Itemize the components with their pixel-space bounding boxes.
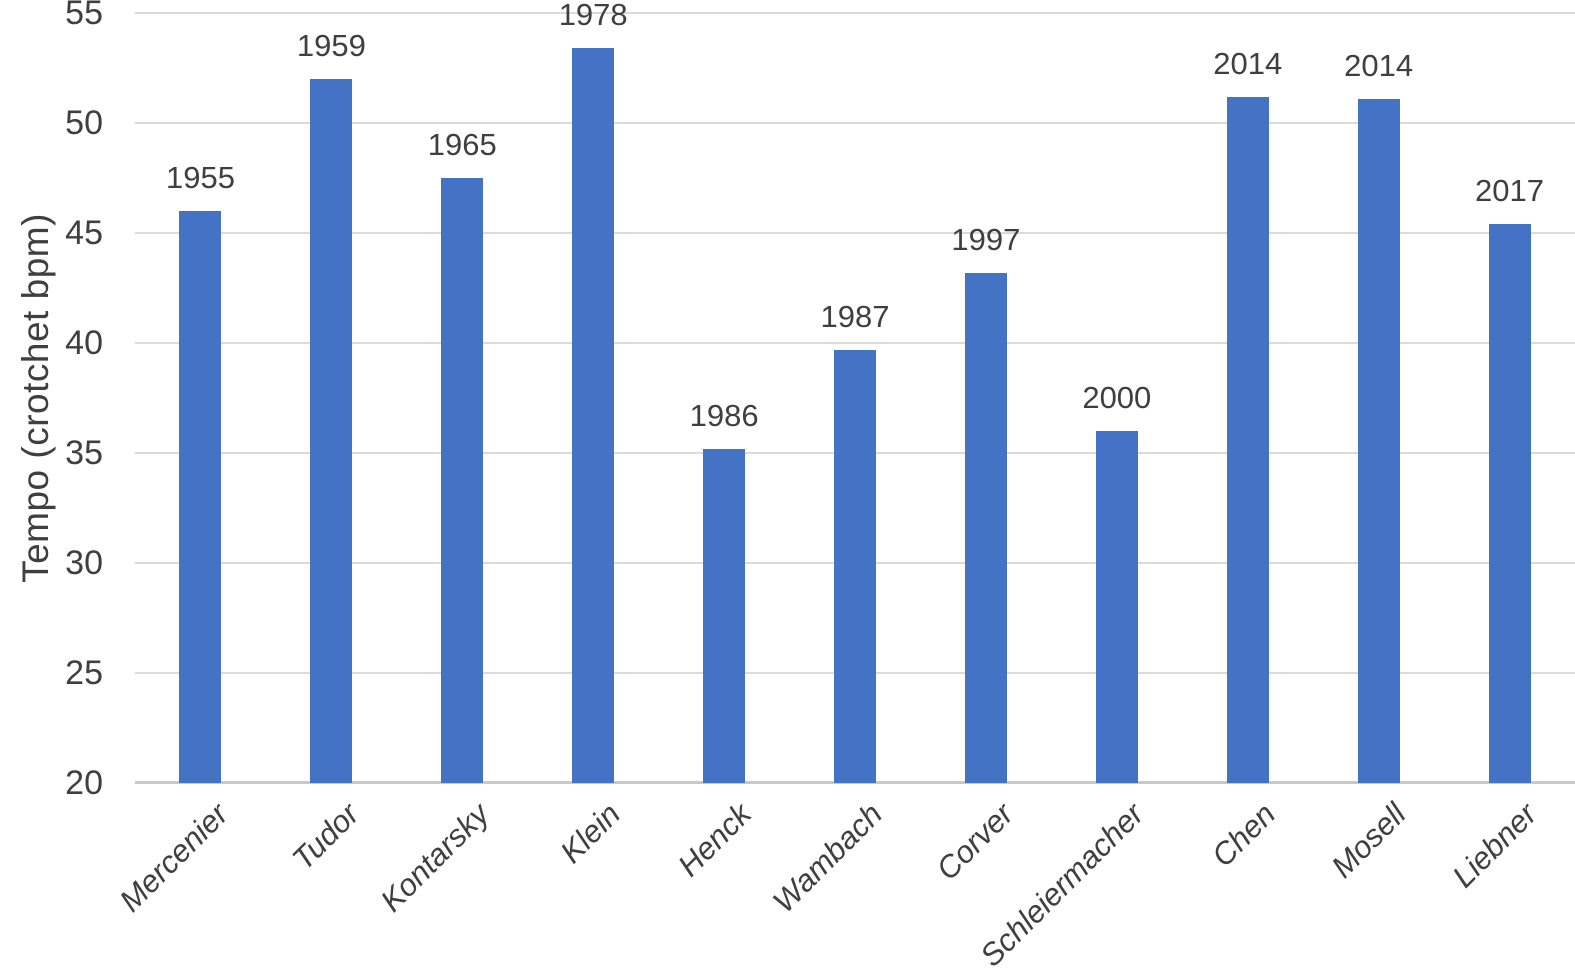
x-label-mosell: Mosell: [1324, 796, 1413, 885]
x-label-klein: Klein: [553, 796, 628, 870]
y-axis-title: Tempo (crotchet bpm): [15, 213, 56, 583]
bar-kontarsky: [441, 178, 484, 783]
bar-klein: [572, 48, 615, 783]
x-label-chen: Chen: [1204, 796, 1282, 874]
y-tick-label-45: 45: [65, 214, 103, 252]
bar-corver: [964, 272, 1007, 783]
gridline-40: [135, 342, 1575, 344]
bar-mosell: [1357, 98, 1400, 783]
gridline-50: [135, 122, 1575, 124]
bar-liebner: [1488, 224, 1531, 783]
x-label-kontarsky: Kontarsky: [374, 796, 497, 919]
x-label-henck: Henck: [671, 796, 759, 884]
bar-mercenier: [179, 211, 222, 783]
x-label-tudor: Tudor: [285, 796, 366, 877]
bar-wambach: [834, 349, 876, 783]
y-tick-label-35: 35: [65, 434, 103, 472]
bar-value-label-tudor: 1959: [296, 28, 366, 63]
plot-area: [135, 12, 1575, 784]
x-label-liebner: Liebner: [1445, 796, 1544, 895]
bar-value-label-mosell: 2014: [1344, 47, 1414, 83]
x-label-mercenier: Mercenier: [112, 796, 235, 919]
gridline-55: [135, 12, 1575, 14]
bar-value-label-corver: 1997: [951, 221, 1021, 257]
x-label-corver: Corver: [929, 796, 1020, 887]
bar-value-label-chen: 2014: [1213, 45, 1283, 81]
y-tick-label-20: 20: [65, 764, 103, 802]
bar-value-label-mercenier: 1955: [165, 160, 235, 195]
y-tick-label-55: 55: [65, 0, 103, 32]
bar-value-label-liebner: 2017: [1475, 173, 1545, 209]
bar-schleiermacher: [1095, 431, 1138, 783]
gridline-45: [135, 232, 1575, 234]
bar-tudor: [310, 79, 353, 783]
bar-chen: [1226, 96, 1269, 783]
bar-value-label-henck: 1986: [689, 397, 759, 433]
y-tick-label-50: 50: [65, 104, 103, 142]
bar-value-label-kontarsky: 1965: [427, 127, 497, 162]
x-label-wambach: Wambach: [766, 796, 890, 920]
y-tick-label-25: 25: [65, 654, 103, 692]
y-tick-label-40: 40: [65, 324, 103, 362]
y-tick-label-30: 30: [65, 544, 103, 582]
bar-value-label-wambach: 1987: [820, 298, 890, 334]
bar-value-label-schleiermacher: 2000: [1082, 380, 1152, 415]
bar-value-label-klein: 1978: [558, 0, 628, 33]
bar-henck: [703, 448, 746, 783]
